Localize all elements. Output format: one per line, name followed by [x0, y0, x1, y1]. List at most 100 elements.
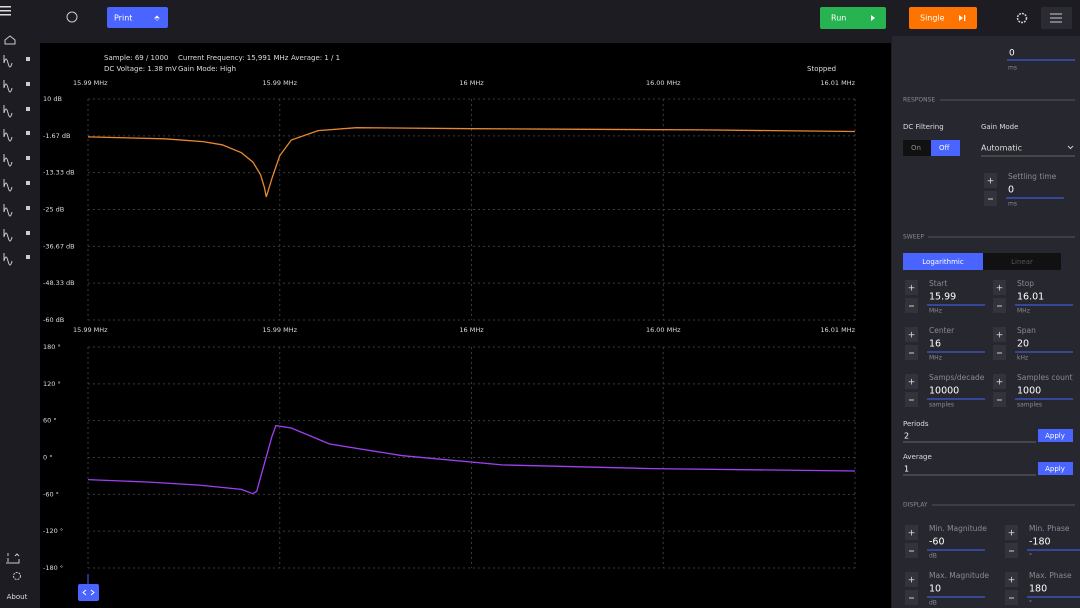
dc-filter-off[interactable] — [931, 140, 960, 156]
x-tick-label: 15.99 MHz — [262, 79, 297, 87]
increment-button[interactable] — [1005, 572, 1018, 587]
tool-icon[interactable] — [3, 80, 13, 93]
run-label: Run — [831, 14, 846, 23]
run-button[interactable] — [820, 7, 886, 29]
increment-button[interactable] — [905, 374, 918, 389]
tool-status — [26, 131, 30, 135]
field-unit: samples — [929, 402, 954, 409]
section-title: DISPLAY — [903, 502, 928, 509]
increment-button[interactable] — [905, 572, 918, 587]
top-field-value: 0 — [1009, 49, 1015, 59]
linear-tab[interactable] — [983, 253, 1061, 270]
y-tick-label: 120 ° — [43, 380, 61, 388]
tool-status — [26, 156, 30, 160]
increment-sign: + — [908, 576, 916, 586]
increment-button[interactable] — [905, 525, 918, 540]
about-label[interactable]: About — [7, 593, 28, 601]
field-unit[interactable]: MHz — [1017, 308, 1030, 315]
menu-icon[interactable] — [0, 6, 11, 16]
y-tick-label: -48.33 dB — [43, 279, 75, 287]
field-unit[interactable]: MHz — [929, 308, 942, 315]
field-value[interactable]: -60 — [929, 537, 945, 548]
x-tick-label: 16 MHz — [459, 79, 484, 87]
logarithmic-tab[interactable] — [903, 253, 983, 270]
y-tick-label: 60 ° — [43, 417, 57, 425]
section-title: SWEEP — [903, 234, 924, 241]
plot-nav-icon — [82, 589, 95, 596]
increment-button[interactable] — [993, 327, 1006, 342]
field-value[interactable]: 16 — [929, 339, 941, 350]
single-label: Single — [920, 14, 945, 23]
field-unit: ° — [1029, 600, 1032, 607]
tool-status — [26, 107, 30, 111]
average-apply[interactable] — [1038, 462, 1073, 475]
run-icon — [871, 15, 875, 21]
y-tick-label: -36.67 dB — [43, 242, 75, 250]
increment-sign: + — [908, 331, 916, 341]
sidebar — [3, 35, 30, 266]
field-value[interactable]: 0 — [1008, 185, 1014, 196]
plot-nav-button[interactable] — [78, 584, 99, 601]
tool-icon[interactable] — [3, 179, 13, 192]
x-tick-label: 16.00 MHz — [646, 79, 681, 87]
gain-mode-label: Gain Mode — [981, 123, 1018, 131]
field-value[interactable]: 180 — [1029, 584, 1047, 595]
y-tick-label: -60 ° — [43, 490, 59, 498]
single-button[interactable] — [909, 7, 977, 29]
tool-icon[interactable] — [3, 204, 13, 217]
increment-sign: + — [908, 529, 916, 539]
settings-icon[interactable] — [1016, 12, 1028, 24]
field-value[interactable]: 10000 — [929, 386, 959, 397]
increment-button[interactable] — [993, 280, 1006, 295]
info-icon[interactable] — [66, 11, 78, 23]
plot-area — [40, 43, 891, 608]
y-tick-label: 10 dB — [43, 95, 62, 103]
field-label: Settling time — [1008, 172, 1057, 181]
increment-sign: + — [996, 331, 1004, 341]
panel-toggle-icon — [1050, 13, 1062, 23]
dropdown-arrow — [1067, 145, 1074, 150]
increment-button[interactable] — [905, 327, 918, 342]
increment-button[interactable] — [1005, 525, 1018, 540]
gain-mode-value[interactable]: Automatic — [981, 144, 1022, 153]
increment-sign: + — [908, 378, 916, 388]
field-unit: dB — [929, 553, 937, 560]
field-unit: dB — [929, 600, 937, 607]
increment-button[interactable] — [984, 173, 997, 188]
x-tick-label: 16.01 MHz — [820, 79, 855, 87]
tool-icon[interactable] — [3, 55, 13, 68]
field-value[interactable]: 1000 — [1017, 386, 1041, 397]
field-unit[interactable]: kHz — [1017, 355, 1028, 362]
increment-button[interactable] — [993, 374, 1006, 389]
periods-apply[interactable] — [1038, 429, 1073, 442]
field-value[interactable]: 16.01 — [1017, 292, 1044, 303]
print-button[interactable] — [107, 7, 168, 28]
print-label: Print — [114, 14, 132, 23]
tool-icon[interactable] — [3, 229, 13, 242]
tool-status — [26, 255, 30, 259]
field-value[interactable]: -180 — [1029, 537, 1051, 548]
field-value[interactable]: 15.99 — [929, 292, 956, 303]
field-value[interactable]: 20 — [1017, 339, 1029, 350]
periods-value[interactable]: 2 — [904, 432, 909, 441]
frequency-info: Current Frequency: 15,991 MHz — [178, 54, 289, 62]
home-icon[interactable] — [4, 35, 16, 45]
tool-icon[interactable] — [3, 105, 13, 118]
y-tick-label: -13.33 dB — [43, 169, 75, 177]
x-tick-label: 16.00 MHz — [646, 326, 681, 334]
tool-icon[interactable] — [3, 253, 13, 266]
tool-icon[interactable] — [3, 129, 13, 142]
x-tick-label: 15.99 MHz — [73, 79, 108, 87]
increment-sign: + — [996, 378, 1004, 388]
field-value[interactable]: 10 — [929, 584, 941, 595]
tool-icon[interactable] — [3, 154, 13, 167]
field-unit[interactable]: ms — [1008, 201, 1017, 208]
field-unit[interactable]: MHz — [929, 355, 942, 362]
increment-button[interactable] — [905, 280, 918, 295]
tool-status — [26, 57, 30, 61]
field-label: Span — [1017, 326, 1036, 335]
gain-mode-info: Gain Mode: High — [178, 65, 236, 73]
field-label: Max. Magnitude — [929, 571, 989, 580]
average-value[interactable]: 1 — [904, 465, 909, 474]
